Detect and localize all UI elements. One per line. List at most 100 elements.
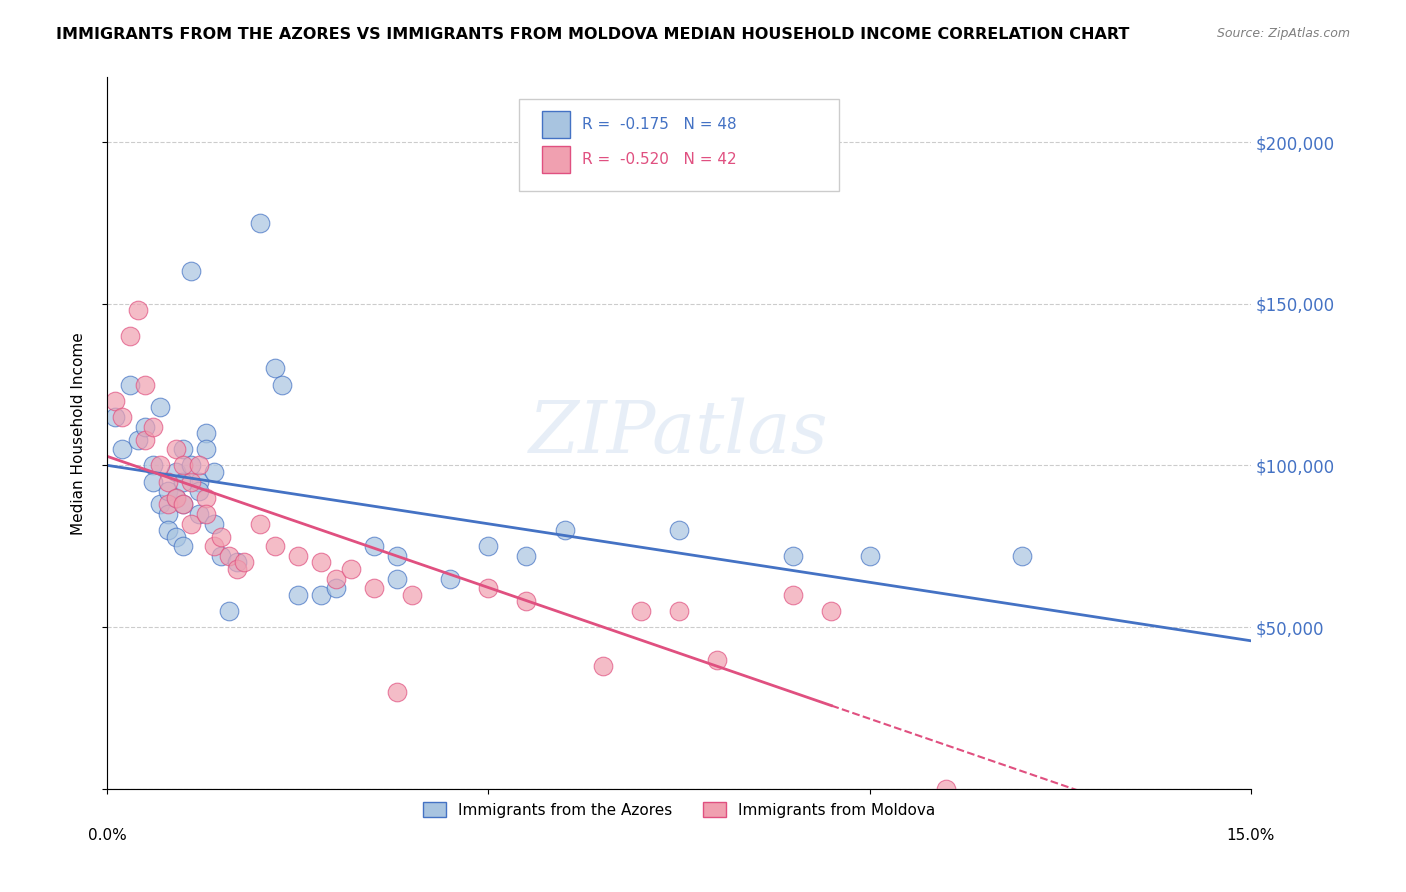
Point: [340, 562, 363, 576]
Point: [668, 523, 690, 537]
FancyBboxPatch shape: [519, 99, 839, 191]
Point: [195, 491, 218, 505]
Point: [187, 507, 209, 521]
Point: [263, 539, 285, 553]
Point: [180, 458, 202, 473]
Point: [127, 303, 149, 318]
Point: [111, 409, 134, 424]
Point: [165, 491, 187, 505]
Point: [127, 433, 149, 447]
Point: [309, 556, 332, 570]
Point: [134, 419, 156, 434]
Point: [477, 582, 499, 596]
Point: [157, 484, 180, 499]
Point: [172, 442, 194, 457]
Point: [263, 361, 285, 376]
Point: [187, 458, 209, 473]
Point: [104, 393, 127, 408]
Point: [180, 475, 202, 489]
Point: [325, 582, 347, 596]
Point: [439, 572, 461, 586]
Point: [142, 458, 165, 473]
Point: [149, 458, 172, 473]
Point: [165, 442, 187, 457]
Point: [157, 507, 180, 521]
Point: [195, 426, 218, 441]
Point: [706, 652, 728, 666]
Point: [172, 458, 194, 473]
Legend: Immigrants from the Azores, Immigrants from Moldova: Immigrants from the Azores, Immigrants f…: [416, 796, 941, 824]
Point: [782, 549, 804, 563]
Point: [172, 497, 194, 511]
Point: [385, 549, 408, 563]
Point: [249, 216, 271, 230]
Point: [202, 539, 225, 553]
Point: [157, 475, 180, 489]
Point: [142, 419, 165, 434]
Point: [363, 539, 385, 553]
Text: ZIPatlas: ZIPatlas: [529, 398, 828, 468]
Point: [165, 530, 187, 544]
Point: [309, 588, 332, 602]
Point: [401, 588, 423, 602]
Point: [202, 516, 225, 531]
FancyBboxPatch shape: [541, 111, 571, 138]
Point: [149, 497, 172, 511]
Text: 15.0%: 15.0%: [1226, 828, 1275, 843]
Point: [165, 465, 187, 479]
Text: 0.0%: 0.0%: [87, 828, 127, 843]
Text: Source: ZipAtlas.com: Source: ZipAtlas.com: [1216, 27, 1350, 40]
Point: [363, 582, 385, 596]
Point: [157, 523, 180, 537]
Y-axis label: Median Household Income: Median Household Income: [72, 332, 86, 534]
Point: [118, 377, 141, 392]
Point: [172, 539, 194, 553]
Point: [187, 475, 209, 489]
Point: [233, 556, 256, 570]
Point: [180, 516, 202, 531]
Point: [782, 588, 804, 602]
Point: [630, 604, 652, 618]
Point: [554, 523, 576, 537]
Point: [202, 465, 225, 479]
Text: IMMIGRANTS FROM THE AZORES VS IMMIGRANTS FROM MOLDOVA MEDIAN HOUSEHOLD INCOME CO: IMMIGRANTS FROM THE AZORES VS IMMIGRANTS…: [56, 27, 1129, 42]
Point: [287, 549, 309, 563]
Point: [249, 516, 271, 531]
Point: [104, 409, 127, 424]
Point: [218, 549, 240, 563]
Text: R =  -0.175   N = 48: R = -0.175 N = 48: [582, 117, 737, 132]
Point: [172, 475, 194, 489]
Point: [515, 594, 537, 608]
Point: [820, 604, 842, 618]
Text: R =  -0.520   N = 42: R = -0.520 N = 42: [582, 153, 737, 168]
Point: [225, 556, 247, 570]
Point: [187, 484, 209, 499]
Point: [172, 497, 194, 511]
Point: [225, 562, 247, 576]
Point: [385, 572, 408, 586]
Point: [287, 588, 309, 602]
Point: [515, 549, 537, 563]
Point: [134, 433, 156, 447]
Point: [1011, 549, 1033, 563]
Point: [118, 329, 141, 343]
Point: [195, 442, 218, 457]
Point: [134, 377, 156, 392]
Point: [195, 507, 218, 521]
Point: [209, 530, 232, 544]
FancyBboxPatch shape: [541, 146, 571, 173]
Point: [149, 401, 172, 415]
Point: [935, 781, 957, 796]
Point: [668, 604, 690, 618]
Point: [111, 442, 134, 457]
Point: [157, 497, 180, 511]
Point: [142, 475, 165, 489]
Point: [271, 377, 294, 392]
Point: [180, 264, 202, 278]
Point: [858, 549, 880, 563]
Point: [592, 659, 614, 673]
Point: [209, 549, 232, 563]
Point: [477, 539, 499, 553]
Point: [218, 604, 240, 618]
Point: [385, 685, 408, 699]
